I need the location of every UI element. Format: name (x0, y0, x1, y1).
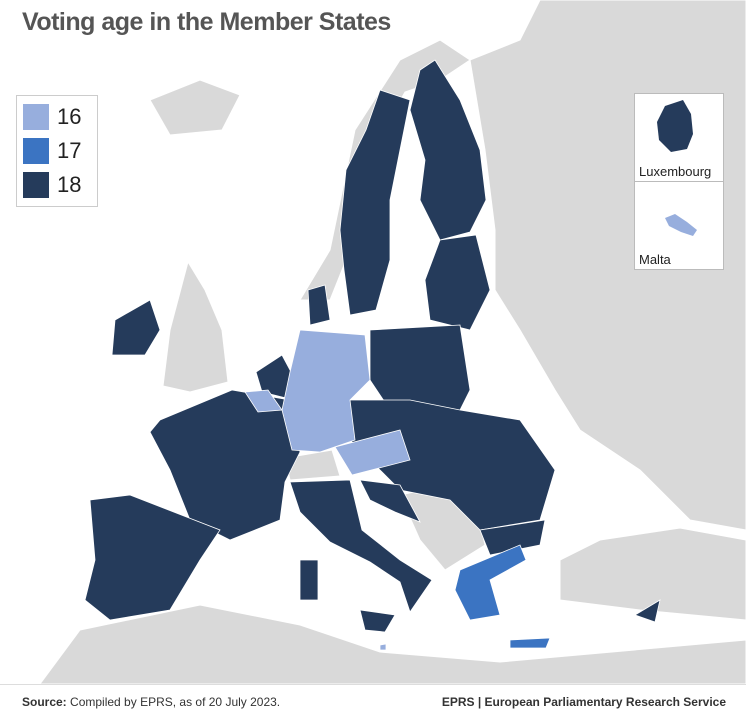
legend-item: 17 (23, 134, 97, 168)
eu-country (334, 429, 411, 476)
publisher: EPRS | European Parliamentary Research S… (442, 695, 726, 709)
eu-country (244, 389, 283, 413)
publisher-text: | European Parliamentary Research Servic… (477, 695, 726, 709)
source: Source: Compiled by EPRS, as of 20 July … (22, 695, 280, 709)
inset: Luxembourg (634, 93, 724, 182)
source-text: Compiled by EPRS, as of 20 July 2023. (70, 695, 281, 709)
inset-shape (665, 214, 697, 236)
legend: 16 17 18 (16, 95, 98, 207)
source-label: Source: (22, 695, 67, 709)
eu-country (454, 544, 527, 621)
inset-map (657, 100, 693, 152)
publisher-short: EPRS (441, 695, 475, 709)
legend-label: 16 (57, 104, 82, 129)
eu-country (359, 479, 421, 523)
inset-shape (657, 100, 693, 152)
eu-country (634, 599, 661, 623)
eu-country (289, 479, 433, 613)
eu-country (307, 284, 331, 326)
legend-swatch (23, 172, 49, 198)
countries (84, 59, 661, 651)
eu-country (299, 559, 319, 601)
legend-label: 18 (57, 172, 82, 197)
legend-label: 17 (57, 138, 82, 163)
inset-label: Luxembourg (639, 164, 712, 179)
title: Voting age in the Member States (22, 8, 391, 36)
eu-country (424, 234, 491, 331)
eu-country (84, 494, 221, 621)
eu-country (509, 637, 551, 649)
eu-country (339, 89, 411, 316)
eu-country (359, 609, 396, 633)
legend-item: 18 (23, 168, 97, 202)
inset-map (665, 214, 697, 236)
inset: Malta (634, 181, 724, 270)
legend-swatch (23, 104, 49, 130)
legend-swatch (23, 138, 49, 164)
inset-label: Malta (639, 252, 671, 267)
eu-country (379, 643, 387, 651)
eu-country (409, 59, 487, 241)
footer: Source: Compiled by EPRS, as of 20 July … (0, 684, 746, 716)
legend-item: 16 (23, 100, 97, 134)
eu-country (479, 519, 546, 556)
eu-country (111, 299, 161, 356)
